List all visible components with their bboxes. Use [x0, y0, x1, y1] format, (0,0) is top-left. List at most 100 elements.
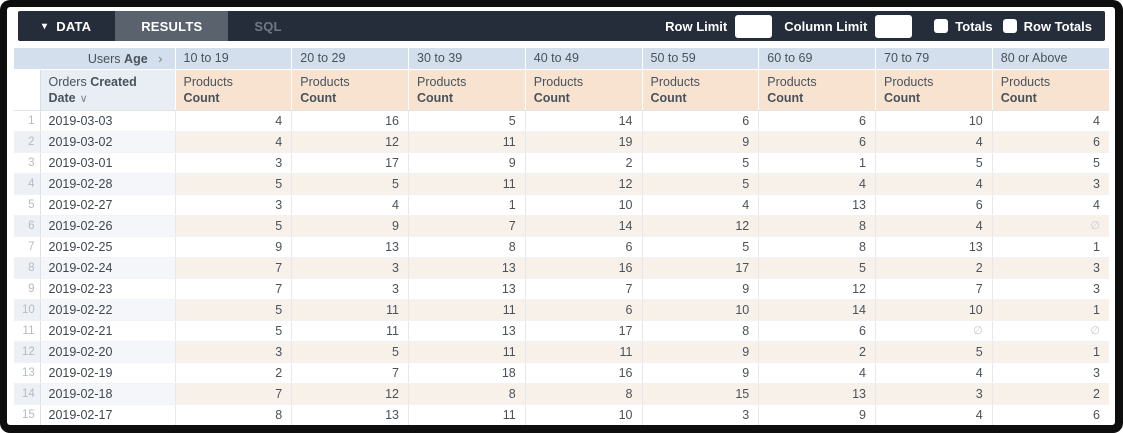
- value-cell[interactable]: 8: [524, 383, 642, 405]
- column-limit-input[interactable]: [875, 14, 913, 38]
- value-cell[interactable]: 3: [174, 194, 292, 216]
- null-value-cell[interactable]: ∅: [991, 320, 1109, 342]
- value-cell[interactable]: 6: [758, 110, 876, 132]
- value-cell[interactable]: 8: [758, 236, 876, 258]
- date-cell[interactable]: 2019-02-22: [40, 299, 175, 321]
- value-cell[interactable]: 3: [875, 383, 993, 405]
- value-cell[interactable]: 5: [174, 215, 292, 237]
- value-cell[interactable]: 1: [991, 299, 1109, 321]
- value-cell[interactable]: 7: [174, 257, 292, 279]
- value-cell[interactable]: 2: [875, 257, 993, 279]
- value-cell[interactable]: 15: [641, 383, 759, 405]
- pivot-dimension-header[interactable]: Users Age ›: [14, 48, 175, 70]
- value-cell[interactable]: 4: [641, 194, 759, 216]
- value-cell[interactable]: 4: [991, 110, 1109, 132]
- value-cell[interactable]: 9: [641, 362, 759, 384]
- pivot-value-header[interactable]: 80 or Above: [991, 48, 1109, 70]
- value-cell[interactable]: 12: [641, 215, 759, 237]
- value-cell[interactable]: 3: [174, 152, 292, 174]
- date-cell[interactable]: 2019-03-02: [40, 131, 175, 153]
- value-cell[interactable]: 4: [174, 110, 292, 132]
- value-cell[interactable]: 7: [291, 362, 409, 384]
- row-totals-checkbox[interactable]: [1002, 19, 1017, 33]
- value-cell[interactable]: 5: [875, 152, 993, 174]
- value-cell[interactable]: 5: [174, 299, 292, 321]
- value-cell[interactable]: 5: [991, 152, 1109, 174]
- value-cell[interactable]: 6: [524, 299, 642, 321]
- tab-sql[interactable]: SQL: [228, 11, 307, 41]
- value-cell[interactable]: 1: [991, 341, 1109, 363]
- value-cell[interactable]: 4: [875, 131, 993, 153]
- measure-header[interactable]: Products Count: [291, 69, 409, 111]
- value-cell[interactable]: 5: [291, 173, 409, 195]
- value-cell[interactable]: 7: [174, 278, 292, 300]
- value-cell[interactable]: 5: [641, 173, 759, 195]
- value-cell[interactable]: 5: [875, 341, 993, 363]
- value-cell[interactable]: 12: [758, 278, 876, 300]
- value-cell[interactable]: 6: [641, 110, 759, 132]
- value-cell[interactable]: 3: [641, 404, 759, 425]
- value-cell[interactable]: 1: [758, 152, 876, 174]
- value-cell[interactable]: 9: [291, 215, 409, 237]
- pivot-value-header[interactable]: 60 to 69: [758, 48, 876, 70]
- pivot-value-header[interactable]: 20 to 29: [291, 48, 409, 70]
- value-cell[interactable]: 9: [758, 404, 876, 425]
- value-cell[interactable]: 4: [758, 362, 876, 384]
- value-cell[interactable]: 17: [524, 320, 642, 342]
- value-cell[interactable]: 5: [291, 341, 409, 363]
- pivot-value-header[interactable]: 30 to 39: [408, 48, 526, 70]
- value-cell[interactable]: 13: [408, 278, 526, 300]
- value-cell[interactable]: 3: [291, 257, 409, 279]
- value-cell[interactable]: 11: [291, 320, 409, 342]
- pivot-value-header[interactable]: 40 to 49: [524, 48, 642, 70]
- value-cell[interactable]: 3: [991, 257, 1109, 279]
- value-cell[interactable]: 13: [408, 320, 526, 342]
- value-cell[interactable]: 12: [291, 383, 409, 405]
- value-cell[interactable]: 18: [408, 362, 526, 384]
- value-cell[interactable]: 2: [991, 383, 1109, 405]
- value-cell[interactable]: 10: [641, 299, 759, 321]
- value-cell[interactable]: 16: [524, 362, 642, 384]
- value-cell[interactable]: 6: [758, 131, 876, 153]
- date-cell[interactable]: 2019-02-28: [40, 173, 175, 195]
- value-cell[interactable]: 3: [991, 173, 1109, 195]
- value-cell[interactable]: 4: [758, 173, 876, 195]
- value-cell[interactable]: 8: [758, 215, 876, 237]
- value-cell[interactable]: 11: [291, 299, 409, 321]
- measure-header[interactable]: Products Count: [641, 69, 759, 111]
- value-cell[interactable]: 2: [524, 152, 642, 174]
- value-cell[interactable]: 4: [875, 362, 993, 384]
- row-limit-input[interactable]: [735, 14, 773, 38]
- value-cell[interactable]: 16: [524, 257, 642, 279]
- value-cell[interactable]: 12: [524, 173, 642, 195]
- date-cell[interactable]: 2019-03-03: [40, 110, 175, 132]
- value-cell[interactable]: 6: [875, 194, 993, 216]
- date-cell[interactable]: 2019-02-20: [40, 341, 175, 363]
- value-cell[interactable]: 14: [524, 215, 642, 237]
- measure-header[interactable]: Products Count: [991, 69, 1109, 111]
- measure-header[interactable]: Products Count: [524, 69, 642, 111]
- value-cell[interactable]: 5: [174, 320, 292, 342]
- value-cell[interactable]: 17: [291, 152, 409, 174]
- value-cell[interactable]: 10: [875, 110, 993, 132]
- value-cell[interactable]: 7: [174, 383, 292, 405]
- date-cell[interactable]: 2019-02-17: [40, 404, 175, 425]
- value-cell[interactable]: 6: [991, 404, 1109, 425]
- value-cell[interactable]: 8: [408, 236, 526, 258]
- pivot-value-header[interactable]: 70 to 79: [875, 48, 993, 70]
- value-cell[interactable]: 8: [641, 320, 759, 342]
- value-cell[interactable]: 14: [758, 299, 876, 321]
- date-cell[interactable]: 2019-02-19: [40, 362, 175, 384]
- value-cell[interactable]: 17: [641, 257, 759, 279]
- value-cell[interactable]: 13: [758, 383, 876, 405]
- value-cell[interactable]: 9: [408, 152, 526, 174]
- value-cell[interactable]: 6: [524, 236, 642, 258]
- value-cell[interactable]: 14: [524, 110, 642, 132]
- value-cell[interactable]: 4: [991, 194, 1109, 216]
- value-cell[interactable]: 13: [408, 257, 526, 279]
- date-cell[interactable]: 2019-02-21: [40, 320, 175, 342]
- date-cell[interactable]: 2019-02-18: [40, 383, 175, 405]
- value-cell[interactable]: 2: [758, 341, 876, 363]
- measure-header[interactable]: Products Count: [875, 69, 993, 111]
- pivot-value-header[interactable]: 50 to 59: [641, 48, 759, 70]
